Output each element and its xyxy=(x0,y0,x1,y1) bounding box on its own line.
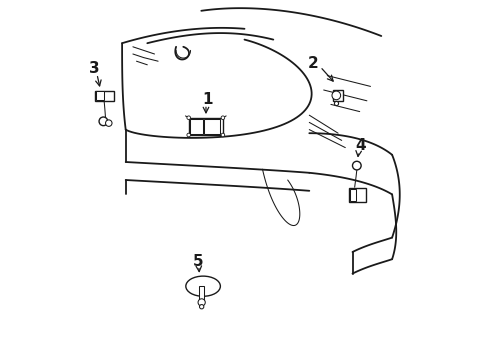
Bar xyxy=(199,286,204,301)
Circle shape xyxy=(352,161,361,170)
Circle shape xyxy=(199,305,203,309)
Bar xyxy=(95,91,114,101)
Circle shape xyxy=(99,117,107,126)
Bar xyxy=(189,119,203,134)
Text: 3: 3 xyxy=(88,61,99,76)
Bar xyxy=(348,188,366,202)
Text: 2: 2 xyxy=(307,55,318,71)
Circle shape xyxy=(186,116,190,120)
Circle shape xyxy=(221,116,224,120)
Text: 4: 4 xyxy=(354,138,365,153)
Bar xyxy=(204,119,220,134)
Text: 5: 5 xyxy=(192,253,203,269)
Circle shape xyxy=(105,120,112,126)
Bar xyxy=(332,90,343,101)
Circle shape xyxy=(186,133,190,137)
Ellipse shape xyxy=(185,276,220,296)
Circle shape xyxy=(198,299,205,306)
Bar xyxy=(349,189,355,201)
Text: 1: 1 xyxy=(202,91,213,107)
Circle shape xyxy=(331,91,340,100)
Circle shape xyxy=(221,133,224,137)
Bar xyxy=(188,118,223,135)
Bar xyxy=(96,91,103,100)
